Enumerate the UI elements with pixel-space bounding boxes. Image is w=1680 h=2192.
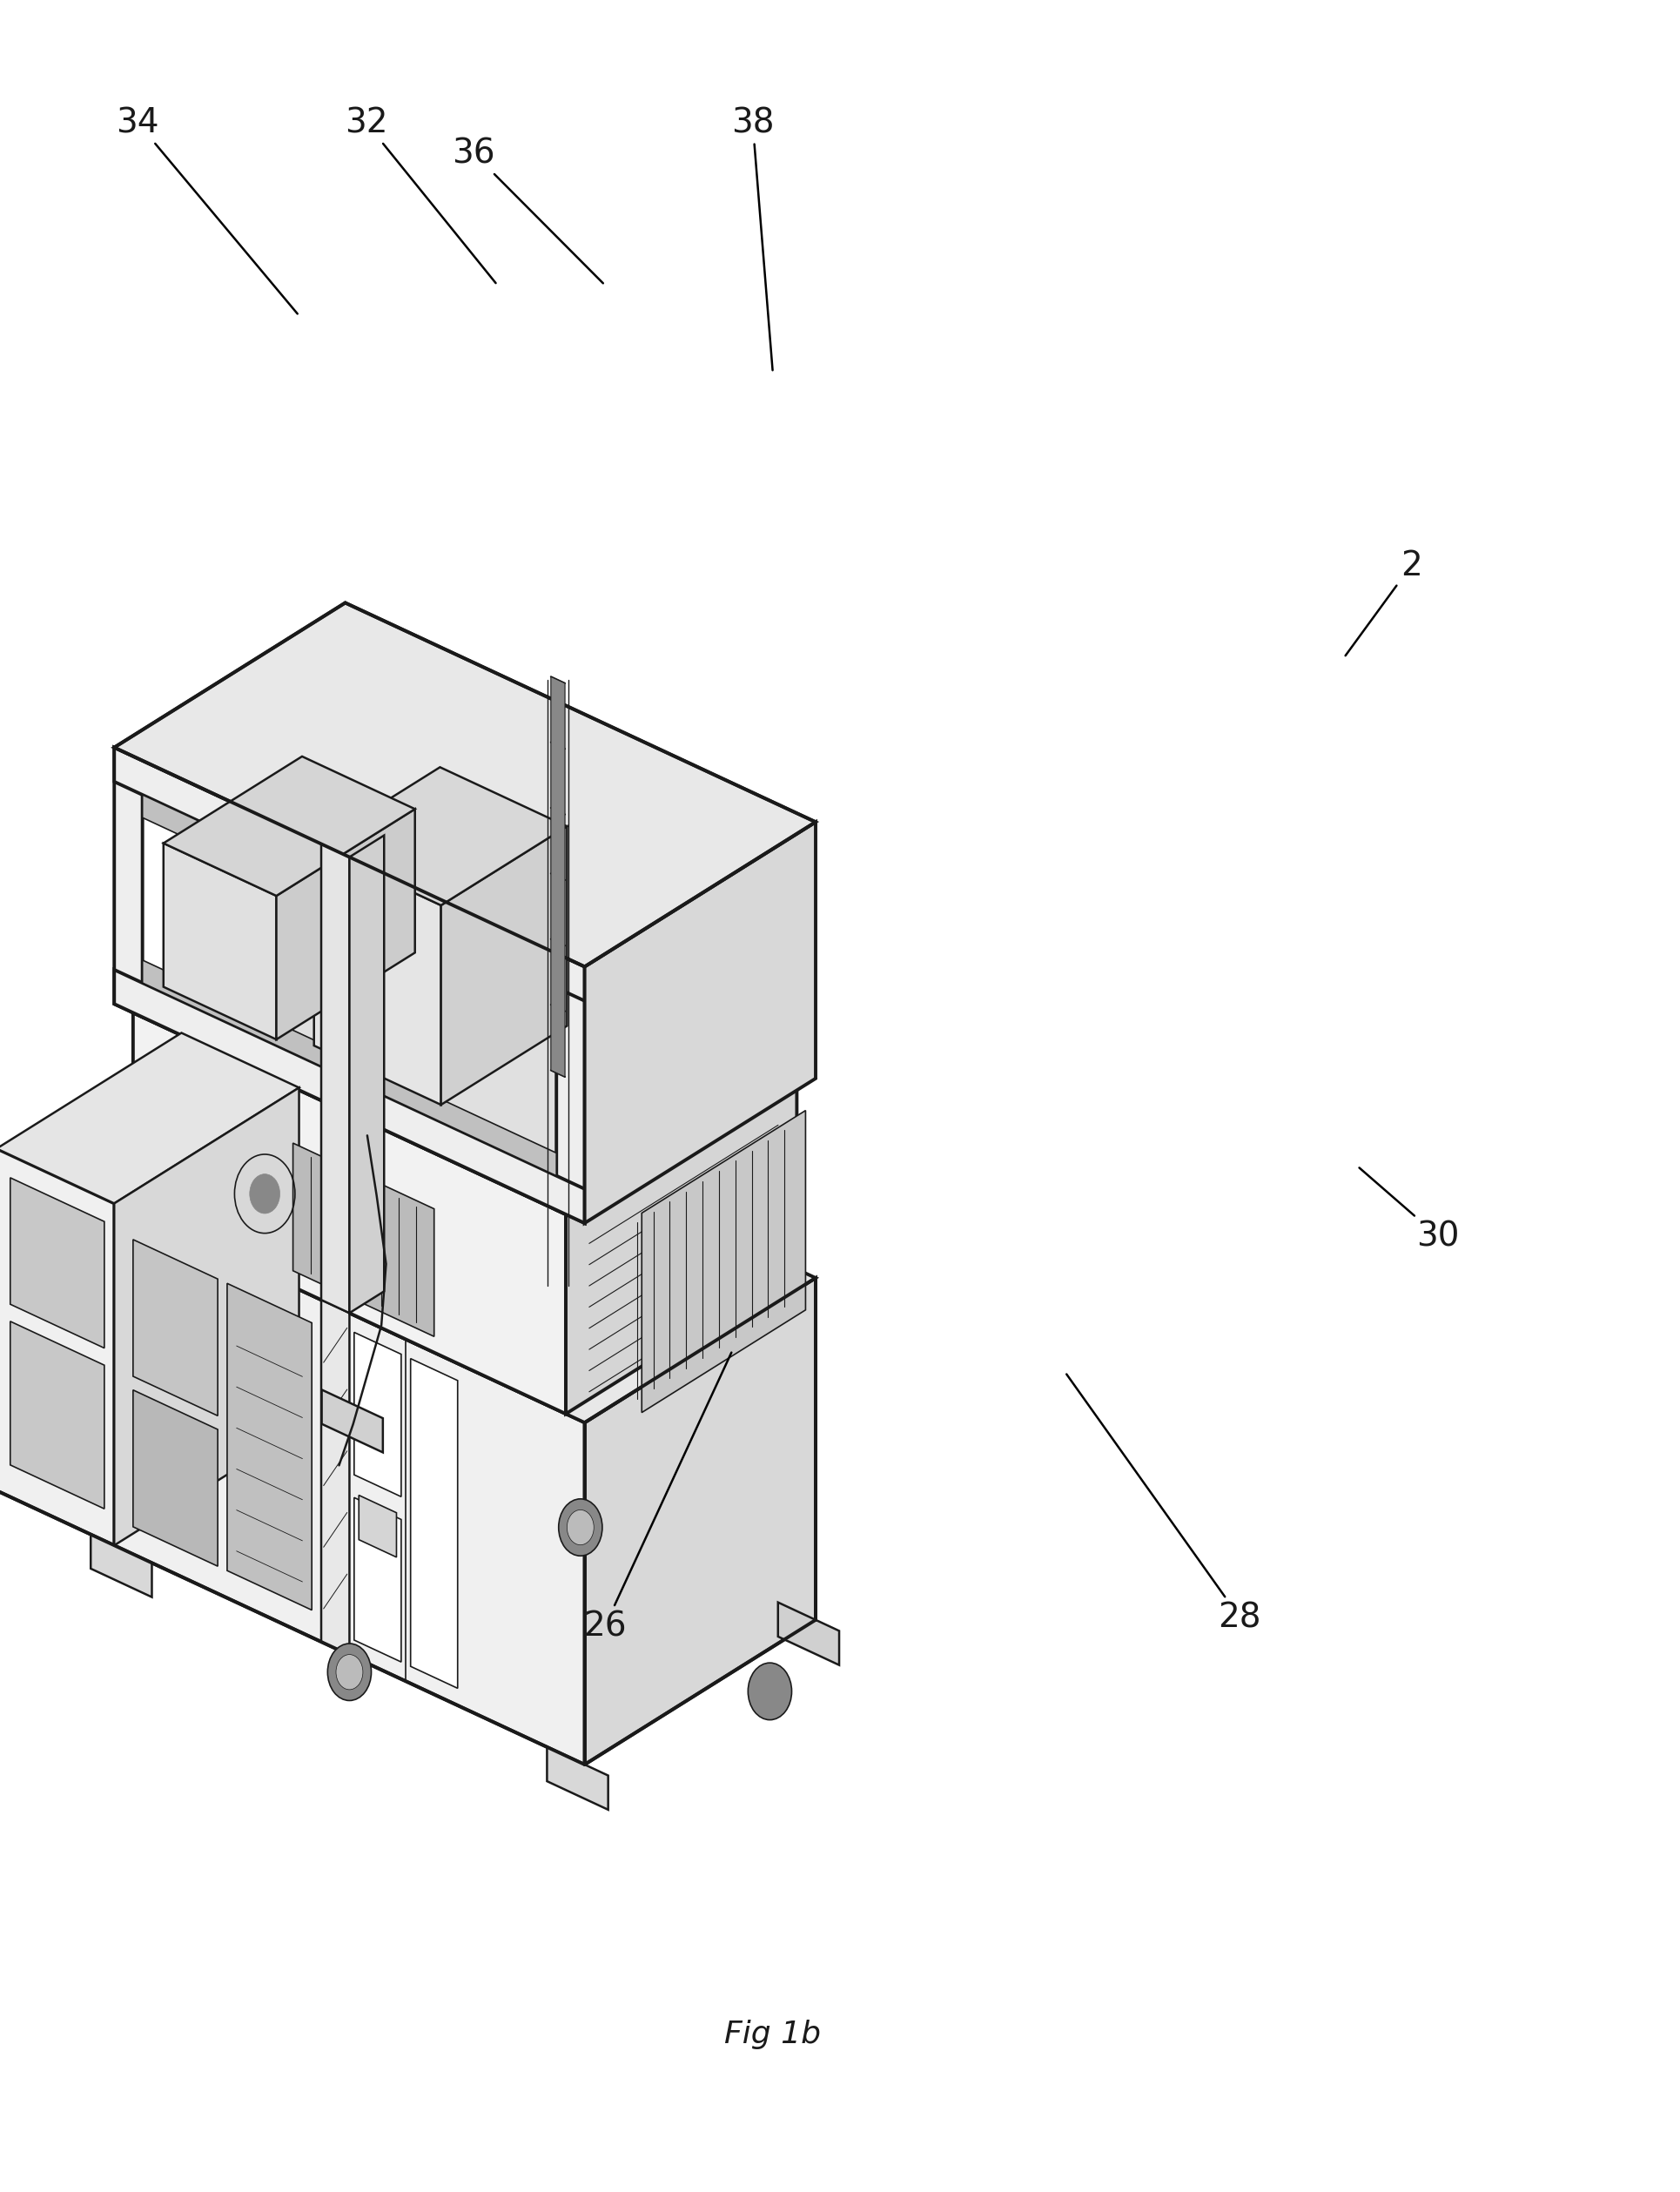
Polygon shape bbox=[354, 1333, 402, 1497]
Text: 38: 38 bbox=[731, 105, 774, 370]
Polygon shape bbox=[551, 677, 564, 1076]
Polygon shape bbox=[114, 969, 585, 1223]
Text: 30: 30 bbox=[1359, 1168, 1460, 1254]
Polygon shape bbox=[548, 1747, 608, 1811]
Polygon shape bbox=[321, 1300, 349, 1655]
Polygon shape bbox=[566, 1070, 796, 1414]
Polygon shape bbox=[114, 747, 143, 1017]
Polygon shape bbox=[163, 756, 415, 897]
Circle shape bbox=[328, 1644, 371, 1701]
Polygon shape bbox=[143, 796, 556, 1011]
Polygon shape bbox=[321, 844, 349, 1313]
Polygon shape bbox=[314, 767, 566, 905]
Text: 36: 36 bbox=[452, 136, 603, 283]
Polygon shape bbox=[556, 954, 585, 1223]
Polygon shape bbox=[114, 1087, 299, 1545]
Polygon shape bbox=[292, 1142, 433, 1337]
Polygon shape bbox=[585, 1278, 816, 1765]
Circle shape bbox=[250, 1175, 281, 1214]
Polygon shape bbox=[114, 1059, 816, 1423]
Polygon shape bbox=[642, 1111, 806, 1412]
Polygon shape bbox=[10, 1177, 104, 1348]
Polygon shape bbox=[133, 1390, 218, 1567]
Polygon shape bbox=[143, 960, 556, 1175]
Polygon shape bbox=[227, 1282, 312, 1611]
Polygon shape bbox=[349, 835, 385, 1313]
Polygon shape bbox=[133, 1238, 218, 1416]
Text: 32: 32 bbox=[344, 105, 496, 283]
Polygon shape bbox=[114, 747, 585, 1002]
Text: 2: 2 bbox=[1346, 548, 1421, 655]
Polygon shape bbox=[114, 603, 816, 967]
Polygon shape bbox=[360, 1495, 396, 1556]
Polygon shape bbox=[163, 844, 277, 1039]
Polygon shape bbox=[314, 846, 440, 1105]
Polygon shape bbox=[440, 826, 566, 1105]
Polygon shape bbox=[778, 1602, 840, 1666]
Polygon shape bbox=[0, 1032, 299, 1203]
Polygon shape bbox=[114, 1203, 585, 1765]
Text: 28: 28 bbox=[1067, 1374, 1262, 1635]
Polygon shape bbox=[277, 809, 415, 1039]
Polygon shape bbox=[0, 1149, 114, 1545]
Text: 26: 26 bbox=[583, 1352, 731, 1644]
Circle shape bbox=[336, 1655, 363, 1690]
Circle shape bbox=[558, 1499, 603, 1556]
Polygon shape bbox=[91, 1534, 151, 1598]
Circle shape bbox=[748, 1664, 791, 1721]
Polygon shape bbox=[585, 822, 816, 1223]
Text: Fig 1b: Fig 1b bbox=[724, 2019, 822, 2050]
Polygon shape bbox=[410, 1359, 457, 1688]
Polygon shape bbox=[133, 868, 796, 1214]
Polygon shape bbox=[133, 1013, 566, 1414]
Polygon shape bbox=[10, 1322, 104, 1508]
Circle shape bbox=[566, 1510, 595, 1545]
Text: 34: 34 bbox=[116, 105, 297, 313]
Polygon shape bbox=[354, 1497, 402, 1662]
Polygon shape bbox=[323, 1390, 383, 1453]
